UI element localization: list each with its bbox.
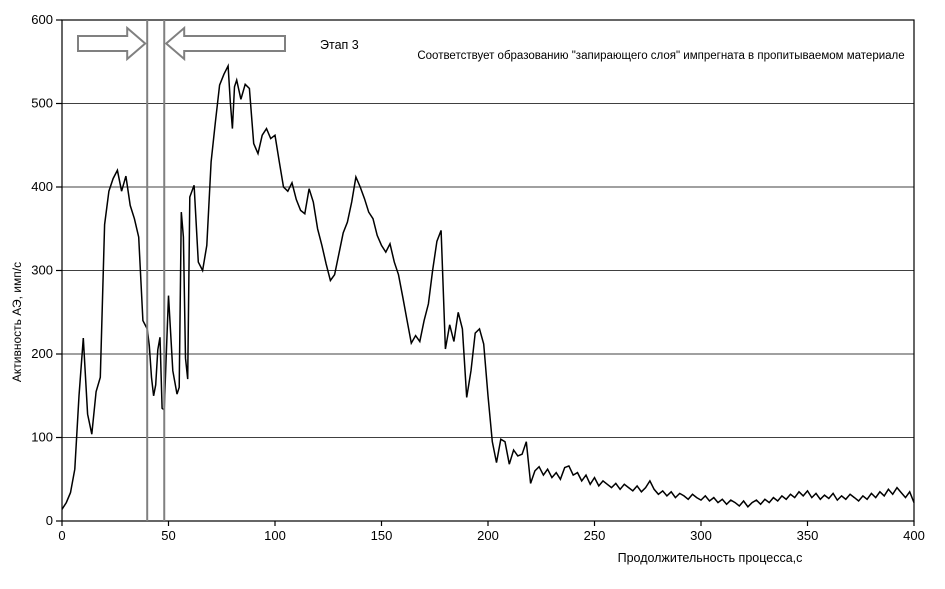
x-tick-label: 200 (477, 528, 499, 543)
x-axis-title: Продолжительность процесса,с (617, 551, 803, 565)
y-tick-label: 100 (31, 430, 53, 445)
x-tick-label: 150 (371, 528, 393, 543)
x-tick-label: 100 (264, 528, 286, 543)
stage-arrow-right-icon (77, 25, 147, 62)
x-tick-label: 400 (903, 528, 925, 543)
y-tick-label: 200 (31, 346, 53, 361)
x-tick-label: 300 (690, 528, 712, 543)
y-tick-label: 300 (31, 263, 53, 278)
x-tick-label: 250 (584, 528, 606, 543)
x-tick-label: 0 (58, 528, 65, 543)
stage-label: Этап 3 (320, 38, 359, 52)
y-tick-label: 0 (46, 513, 53, 528)
y-tick-label: 500 (31, 96, 53, 111)
y-tick-label: 600 (31, 12, 53, 27)
y-tick-label: 400 (31, 179, 53, 194)
y-axis-title: Активность АЭ, имп/с (10, 261, 24, 383)
x-tick-label: 350 (797, 528, 819, 543)
note-annotation: Соответствует образованию "запирающего с… (417, 50, 905, 62)
stage-arrow-left-icon (164, 25, 286, 62)
ae-activity-line (61, 63, 915, 510)
x-tick-label: 50 (161, 528, 175, 543)
